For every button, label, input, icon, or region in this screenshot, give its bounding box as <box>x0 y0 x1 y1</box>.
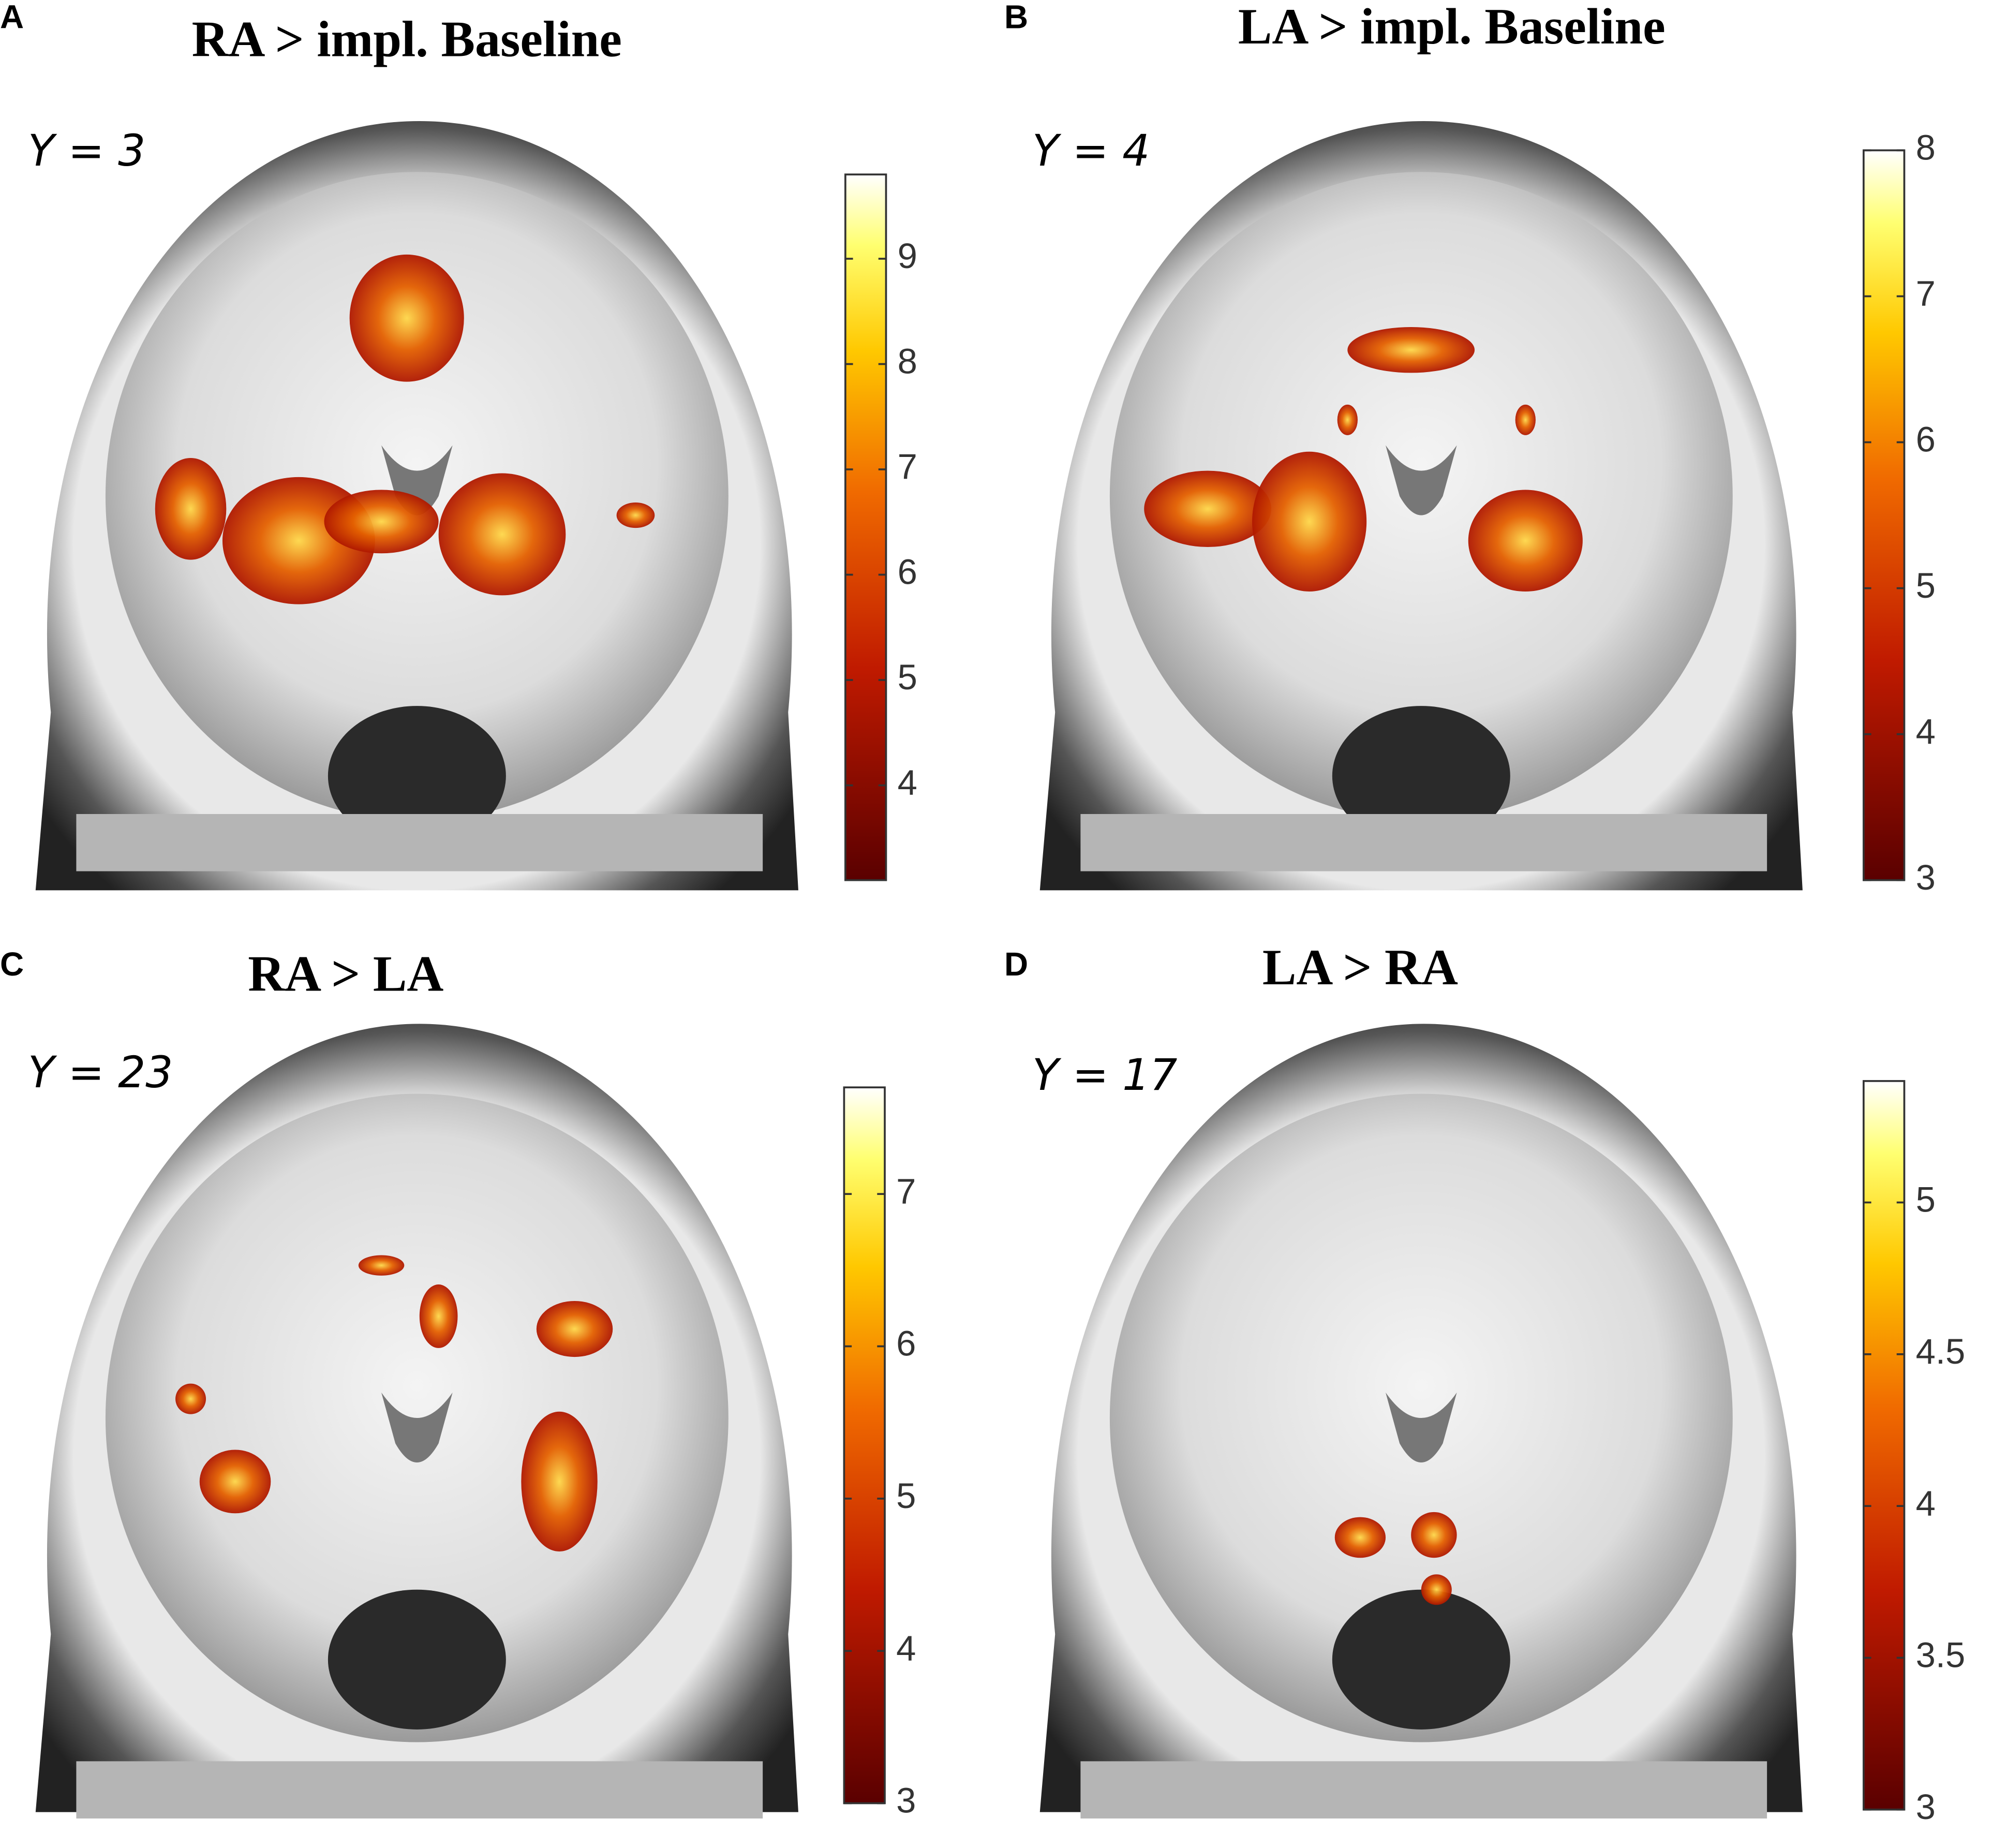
panel-title: LA > impl. Baseline <box>1238 0 1666 55</box>
activation-cluster <box>1334 1517 1386 1558</box>
colorbar-tick-label: 3.5 <box>1916 1635 1966 1675</box>
panel-letter: A <box>0 0 24 36</box>
slice-label: Y = 23 <box>28 1047 173 1098</box>
colorbar-tick-label: 6 <box>898 552 917 592</box>
colorbar-tick-label: 4 <box>1916 712 1936 751</box>
colorbar-tick-label: 5 <box>1916 1180 1936 1220</box>
panel-title: RA > impl. Baseline <box>192 11 622 68</box>
activation-cluster <box>358 1255 405 1276</box>
panel: D LA > RA Y = 17 3 3.5 4 4.5 5 <box>1004 939 1965 1827</box>
colorbar-tick-label: 3 <box>1916 1787 1936 1827</box>
neck-base <box>76 814 763 871</box>
neck-base <box>1080 814 1767 871</box>
slice-label: Y = 3 <box>28 125 145 176</box>
activation-cluster <box>1144 470 1271 548</box>
slice-label: Y = 17 <box>1032 1049 1177 1100</box>
activation-cluster <box>1252 451 1367 592</box>
colorbar-tick-label: 4.5 <box>1916 1332 1966 1371</box>
colorbar-tick-label: 6 <box>896 1324 916 1364</box>
panel-title: LA > RA <box>1262 939 1458 996</box>
colorbar-tick-label: 8 <box>898 342 917 381</box>
colorbar-tick-label: 9 <box>898 236 917 276</box>
colorbar-tick-label: 4 <box>896 1628 916 1668</box>
panel-title: RA > LA <box>248 945 443 1002</box>
colorbar-tick-label: 8 <box>1916 128 1936 168</box>
colorbar <box>843 1086 886 1805</box>
brainstem <box>1332 706 1510 846</box>
activation-cluster <box>521 1411 598 1551</box>
colorbar-tick-label: 5 <box>898 657 917 697</box>
brain <box>1109 1093 1733 1742</box>
panel-letter: B <box>1004 0 1028 36</box>
colorbar-tick-label: 3 <box>1916 858 1936 897</box>
neck-base <box>76 1761 763 1819</box>
activation-cluster <box>349 254 464 382</box>
panel: A RA > impl. Baseline Y = 3 4 5 6 7 8 9 <box>0 0 917 891</box>
colorbar-tick-label: 5 <box>1916 566 1936 605</box>
activation-cluster <box>1411 1512 1457 1558</box>
brainstem <box>328 1589 506 1729</box>
brain <box>105 1093 729 1742</box>
activation-cluster <box>536 1300 613 1357</box>
panel: B LA > impl. Baseline Y = 4 3 4 5 6 7 8 <box>1004 0 1936 897</box>
colorbar-tick-label: 6 <box>1916 420 1936 460</box>
ventricles <box>381 1392 453 1463</box>
activation-cluster <box>1337 404 1358 435</box>
activation-cluster <box>324 490 439 554</box>
colorbar <box>1863 1080 1906 1811</box>
activation-cluster <box>1515 404 1536 435</box>
activation-cluster <box>616 502 655 528</box>
activation-cluster <box>419 1284 458 1348</box>
activation-cluster <box>1421 1574 1452 1605</box>
activation-cluster <box>199 1450 271 1514</box>
colorbar-tick-label: 7 <box>898 447 917 486</box>
ventricles <box>1386 1392 1457 1463</box>
panel-letter: C <box>0 945 24 983</box>
panel-letter: D <box>1004 945 1028 983</box>
colorbar-tick-label: 7 <box>1916 274 1936 314</box>
colorbar-tick-label: 3 <box>896 1781 916 1821</box>
colorbar-tick-label: 5 <box>896 1476 916 1516</box>
colorbar-tick-label: 4 <box>898 763 917 803</box>
panel: C RA > LA Y = 23 3 4 5 6 7 <box>0 945 916 1821</box>
activation-cluster <box>438 473 566 596</box>
activation-cluster <box>1468 490 1583 592</box>
activation-cluster <box>1347 327 1475 373</box>
activation-cluster <box>175 1383 206 1414</box>
activation-cluster <box>155 458 227 560</box>
colorbar-tick-label: 7 <box>896 1171 916 1211</box>
slice-label: Y = 4 <box>1032 125 1150 176</box>
ventricles <box>1386 445 1457 515</box>
colorbar <box>1863 149 1906 881</box>
brainstem <box>1332 1589 1510 1729</box>
brainstem <box>328 706 506 846</box>
neck-base <box>1080 1761 1767 1819</box>
colorbar-tick-label: 4 <box>1916 1483 1936 1523</box>
colorbar <box>844 173 887 881</box>
